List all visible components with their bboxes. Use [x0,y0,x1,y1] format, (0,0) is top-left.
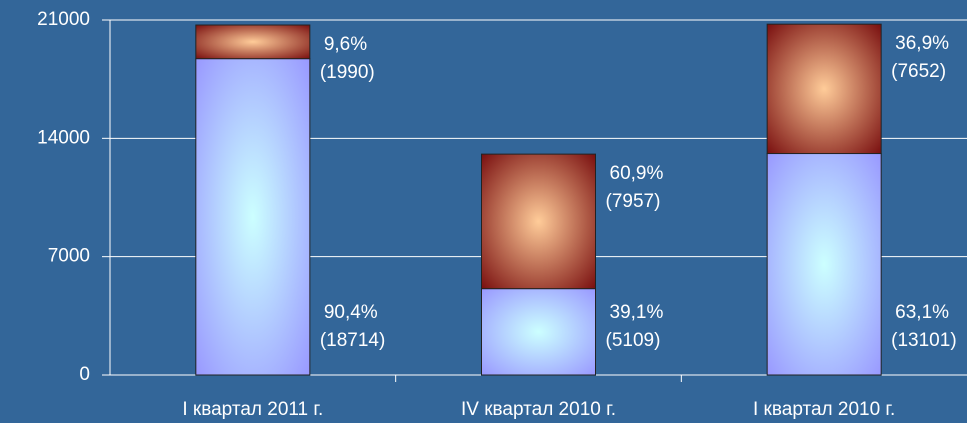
x-tick-label: IV квартал 2010 г. [461,399,616,420]
data-label-share: 36,9% [895,33,949,54]
y-tick-label: 14000 [37,127,90,148]
bar-segment [481,153,596,290]
data-label-value: (7652) [891,61,946,82]
data-label-share: 39,1% [610,302,664,323]
data-label-share: 63,1% [895,302,949,323]
bar-segment [481,288,596,376]
data-label-value: (7957) [606,191,661,212]
x-tick-label: I квартал 2010 г. [753,399,895,420]
data-label-share: 60,9% [610,163,664,184]
y-tick-label: 7000 [48,246,90,267]
x-tick-label: I квартал 2011 г. [182,399,323,420]
data-label-share: 90,4% [324,302,378,323]
y-tick-label: 21000 [37,9,90,30]
bar-segment [766,23,882,155]
bar-segment [195,58,311,376]
data-label-share: 9,6% [324,34,367,55]
data-label-value: (18714) [320,330,386,351]
y-tick-label: 0 [79,364,90,385]
bar-segment [766,153,882,376]
data-label-value: (5109) [606,330,661,351]
bar-segment [195,24,311,60]
data-label-value: (1990) [320,62,375,83]
data-label-value: (13101) [891,330,957,351]
